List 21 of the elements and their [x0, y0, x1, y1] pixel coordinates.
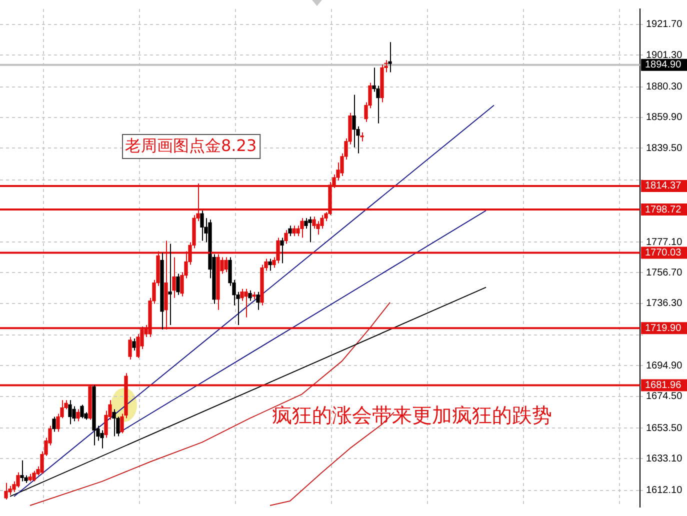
ref-line-label: 1798.72: [645, 204, 682, 216]
y-tick-label: 1859.90: [646, 112, 683, 124]
y-tick-label: 1653.50: [646, 422, 683, 434]
y-tick-label: 1736.30: [646, 298, 683, 310]
ref-line-label: 1770.03: [645, 247, 682, 258]
y-tick-label: 1756.70: [646, 267, 683, 278]
y-tick-label: 1694.90: [646, 360, 683, 372]
ref-line-label: 1814.37: [645, 180, 682, 192]
annotation: 老周画图点金8.23: [125, 136, 257, 156]
y-tick-label: 1777.10: [646, 236, 683, 248]
annotation: 疯狂的涨会带来更加疯狂的跌势: [272, 403, 552, 428]
y-tick-label: 1633.10: [646, 453, 683, 464]
y-tick-label: 1839.50: [646, 142, 683, 154]
y-tick-label: 1921.70: [646, 19, 683, 30]
ref-line-label: 1719.90: [645, 322, 682, 334]
y-tick-label: 1612.10: [646, 485, 683, 496]
y-tick-label: 1674.50: [646, 391, 683, 402]
y-tick-label: 1901.30: [646, 50, 683, 61]
ref-line-label: 1681.96: [645, 380, 682, 391]
y-tick-label: 1880.30: [646, 82, 683, 93]
ref-line-label: 1894.90: [645, 60, 682, 71]
